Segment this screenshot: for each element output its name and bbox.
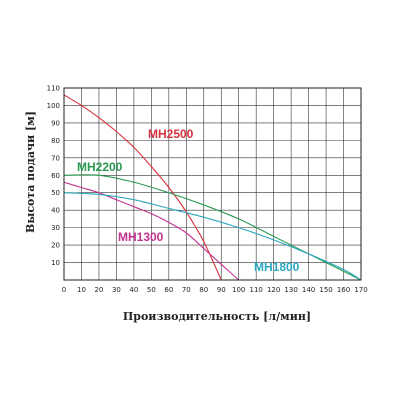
x-tick-label: 70: [182, 286, 191, 294]
series-label-mh1300: MH1300: [118, 230, 164, 244]
series-label-mh1800: MH1800: [254, 260, 300, 274]
y-tick-label: 110: [47, 85, 60, 93]
y-tick-label: 80: [51, 137, 60, 145]
x-tick-label: 90: [217, 286, 226, 294]
x-tick-label: 20: [94, 286, 103, 294]
series-labels: MH2500 MH2200 MH1300 MH1800: [77, 127, 300, 274]
y-tick-label: 30: [51, 224, 60, 232]
y-tick-label: 60: [51, 172, 60, 180]
x-tick-labels: 0 10 20 30 40 50 60 70 80 90 100 110 120 130 140 150 160…: [62, 286, 368, 294]
y-tick-label: 20: [51, 242, 60, 250]
series-line-mh1300: [63, 181, 240, 281]
y-tick-label: 50: [51, 189, 60, 197]
y-tick-label: 40: [51, 207, 60, 215]
series-line-mh2200: [63, 174, 362, 281]
x-tick-label: 80: [199, 286, 208, 294]
x-tick-label: 110: [249, 286, 262, 294]
series-lines: [63, 94, 362, 281]
y-tick-labels: 10 20 30 40 50 60 70 80 90 100 110: [47, 85, 60, 268]
x-tick-label: 160: [337, 286, 350, 294]
y-tick-label: 100: [47, 102, 60, 110]
x-tick-label: 120: [267, 286, 280, 294]
x-tick-label: 130: [284, 286, 297, 294]
x-axis-title: Производительность [л/мин]: [123, 310, 311, 323]
x-tick-label: 0: [62, 286, 66, 294]
series-line-mh1800: [63, 192, 362, 281]
x-tick-label: 40: [129, 286, 138, 294]
y-tick-label: 10: [51, 259, 60, 267]
x-tick-label: 100: [232, 286, 245, 294]
x-tick-label: 140: [302, 286, 315, 294]
grid: [63, 87, 362, 280]
x-tick-label: 30: [112, 286, 121, 294]
y-axis-title: Высота подачи [м]: [24, 111, 37, 233]
series-label-mh2200: MH2200: [77, 160, 123, 174]
series-line-mh2500: [63, 94, 222, 281]
x-tick-label: 50: [147, 286, 156, 294]
y-tick-label: 70: [51, 154, 60, 162]
x-tick-label: 150: [319, 286, 332, 294]
x-tick-label: 10: [77, 286, 86, 294]
x-tick-label: 60: [164, 286, 173, 294]
plot-frame: [63, 87, 362, 281]
y-tick-label: 90: [51, 119, 60, 127]
series-label-mh2500: MH2500: [148, 127, 194, 141]
x-tick-label: 170: [354, 286, 367, 294]
